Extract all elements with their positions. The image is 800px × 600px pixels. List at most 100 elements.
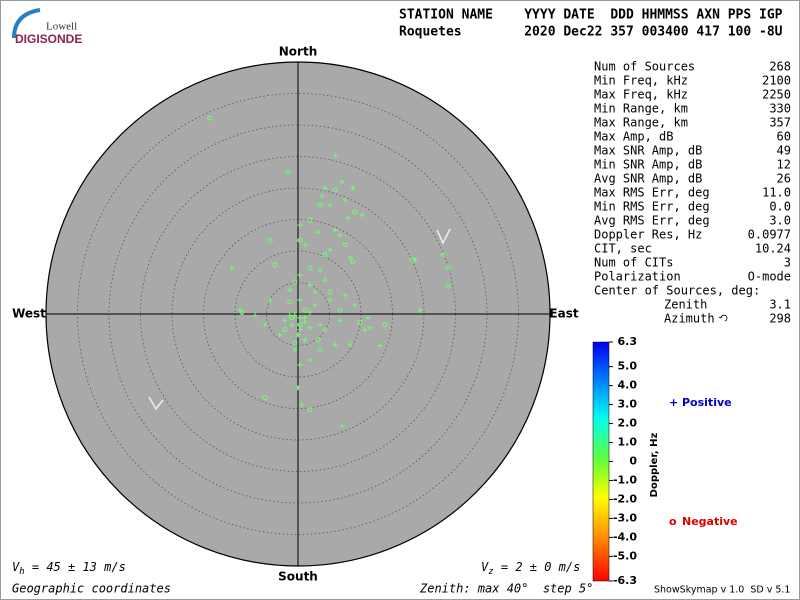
colorbar-tick-label: 6.3 [618, 335, 638, 348]
vz-symbol: V [481, 560, 489, 574]
point-negative [357, 319, 363, 325]
point-positive [440, 252, 446, 258]
stat-value: 3 [784, 256, 791, 270]
stat-value: 12 [777, 158, 791, 172]
point-positive [292, 312, 298, 318]
version-text: ShowSkymap v 1.0 SD v 5.1 [654, 585, 790, 596]
vz-text: Vz = 2 ± 0 m/s [481, 560, 580, 577]
colorbar-tick-label: -4.0 [613, 530, 637, 543]
point-positive [352, 302, 358, 308]
stat-value: 3.0 [769, 214, 791, 228]
point-positive [229, 265, 235, 271]
point-negative [337, 307, 343, 313]
point-positive [295, 385, 301, 391]
stat-label: Max SNR Amp, dB [594, 144, 702, 158]
point-positive [297, 362, 303, 368]
point-positive [359, 212, 365, 218]
point-positive [339, 179, 345, 185]
stat-value: 49 [777, 144, 791, 158]
point-positive [332, 342, 338, 348]
point-positive [252, 312, 258, 318]
colorbar-tick-label: 3.0 [618, 398, 638, 411]
stat-label: Min Range, km [594, 102, 688, 116]
header-values: Roquetes 2020 Dec22 357 003400 417 100 -… [399, 25, 783, 40]
legend-label: Negative [682, 515, 738, 528]
point-positive [262, 322, 268, 328]
point-negative [315, 337, 321, 343]
point-negative [350, 259, 356, 265]
point-positive [307, 357, 313, 363]
colorbar-label: Doppler, Hz [649, 433, 660, 498]
point-negative [382, 322, 388, 328]
point-positive [307, 282, 313, 288]
point-positive [297, 222, 303, 228]
stat-value: 2100 [762, 74, 791, 88]
point-positive [299, 402, 305, 408]
header-labels: STATION NAME YYYY DATE DDD HHMMSS AXN PP… [399, 8, 783, 23]
colorbar-tick-label: 0 [629, 455, 637, 468]
point-positive [307, 325, 313, 331]
vh-value: = 45 ± 13 m/s [25, 560, 126, 574]
point-negative [272, 262, 278, 268]
stat-label: Max Freq, kHz [594, 88, 688, 102]
point-positive [322, 185, 328, 191]
stat-value: 10.24 [755, 242, 791, 256]
point-positive [327, 202, 333, 208]
velocity-glyph [436, 228, 451, 245]
point-negative [352, 209, 358, 215]
vh-subscript: h [19, 567, 24, 577]
stat-value: 357 [769, 116, 791, 130]
zenith-text: Zenith: max 40° step 5° [419, 582, 593, 596]
point-positive [327, 247, 333, 253]
point-positive [345, 215, 351, 221]
point-positive [317, 267, 323, 273]
point-positive [287, 287, 293, 293]
point-positive [339, 423, 345, 429]
point-negative [239, 309, 245, 315]
stat-label: Avg SNR Amp, dB [594, 172, 702, 186]
point-negative [445, 265, 451, 271]
point-positive [327, 297, 333, 303]
point-positive [377, 343, 383, 348]
stat-section: Center of Sources, deg: [594, 284, 760, 298]
vh-text: Vh = 45 ± 13 m/s [12, 560, 126, 577]
legend-label: Positive [682, 396, 732, 409]
point-positive [312, 289, 318, 295]
vz-value: = 2 ± 0 m/s [494, 560, 581, 574]
point-positive [292, 347, 298, 353]
stat-label: Azimuth [664, 312, 715, 326]
point-negative [317, 202, 323, 208]
point-positive [297, 297, 303, 303]
point-positive [282, 317, 288, 323]
point-positive [302, 315, 308, 321]
direction-label: North [279, 45, 317, 59]
point-negative [307, 217, 313, 223]
point-positive [342, 292, 348, 298]
stat-label: Min Freq, kHz [594, 74, 688, 88]
colorbar-tick-label: -6.3 [613, 574, 637, 587]
point-positive [267, 297, 273, 303]
stat-value: 0.0 [769, 200, 791, 214]
direction-label: West [12, 307, 46, 321]
point-positive [302, 242, 308, 248]
stat-label: Max Amp, dB [594, 130, 673, 144]
point-negative [317, 347, 323, 353]
point-negative [307, 407, 313, 413]
colorbar-tick-label: 5.0 [618, 360, 638, 373]
point-negative [297, 237, 303, 243]
stat-value: 330 [769, 102, 791, 116]
vh-symbol: V [12, 560, 20, 574]
azimuth-arrow [718, 314, 728, 322]
point-negative [287, 299, 293, 305]
coords-text: Geographic coordinates [12, 582, 171, 596]
point-positive [347, 255, 353, 261]
point-positive [295, 332, 301, 338]
point-positive [317, 322, 323, 328]
point-positive [412, 257, 418, 263]
stat-label: Max Range, km [594, 116, 688, 130]
direction-label: South [278, 570, 318, 584]
velocity-glyph [148, 396, 164, 411]
point-negative [267, 237, 273, 243]
stat-label: CIT, sec [594, 242, 652, 256]
colorbar-tick-label: -5.0 [613, 549, 637, 562]
